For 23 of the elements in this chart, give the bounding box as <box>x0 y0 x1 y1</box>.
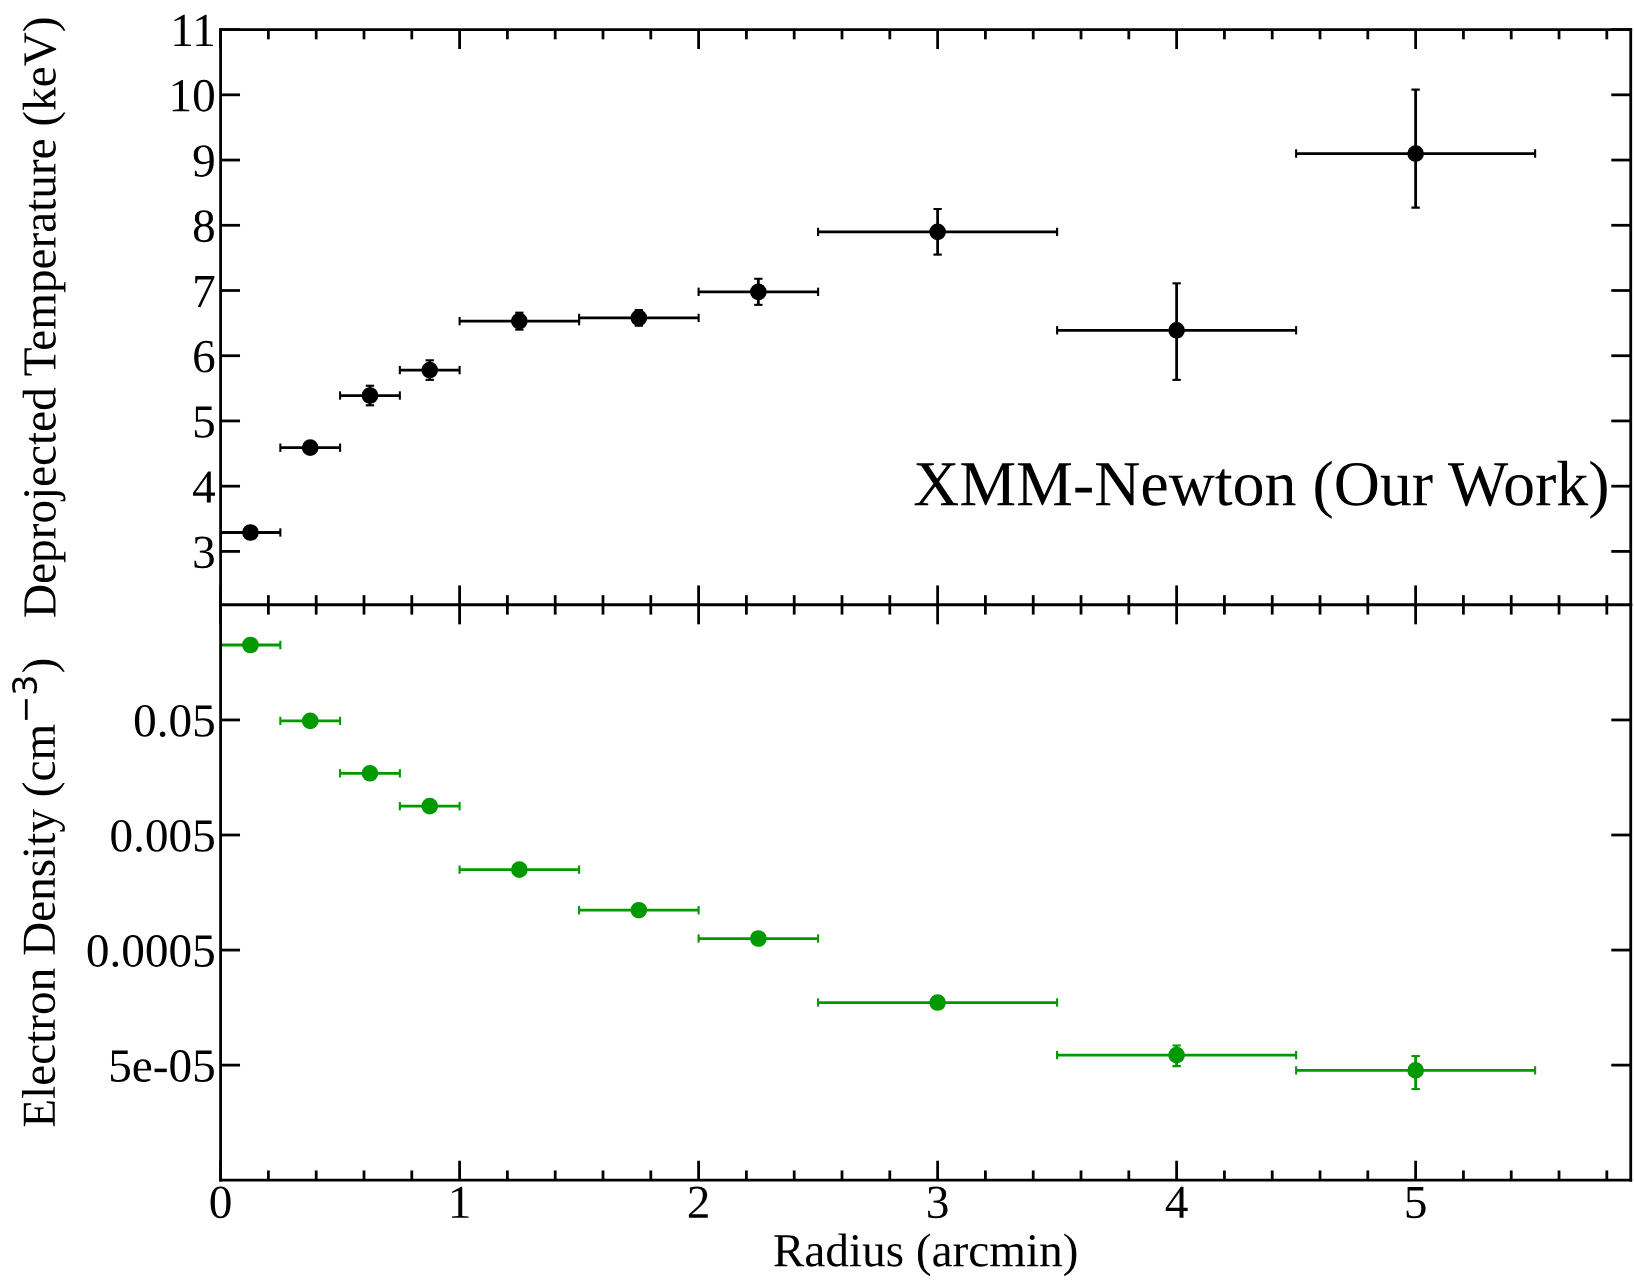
x-tick-label: 0 <box>210 1186 231 1219</box>
y-tick-label: 10 <box>172 79 214 112</box>
y-tick-label: 4 <box>193 471 215 503</box>
x-tick-label: 3 <box>928 1186 948 1219</box>
y-tick-label: 9 <box>193 145 214 177</box>
y-tick-label: 11 <box>174 14 213 46</box>
y-axis-title: Deprojected Temperature (keV) <box>22 18 66 617</box>
x-tick-label: 4 <box>1165 1186 1188 1218</box>
annotation: XMM-Newton (Our Work) <box>914 460 1607 519</box>
y-tick-label: 5e-05 <box>110 1050 214 1082</box>
x-tick-label: 5 <box>1406 1186 1426 1219</box>
y-tick-label: 0.0005 <box>87 935 214 968</box>
y-tick-label: 3 <box>194 536 214 569</box>
y-tick-label: 0.05 <box>134 704 214 737</box>
y-tick-label: 5 <box>194 406 214 438</box>
y-axis-title: Electron Density (cm$^{−3}$) <box>12 659 65 1127</box>
x-tick-label: 1 <box>451 1186 469 1218</box>
y-tick-label: 8 <box>193 210 214 243</box>
x-tick-label: 2 <box>688 1186 708 1218</box>
y-tick-label: 7 <box>195 275 215 307</box>
y-tick-label: 0.005 <box>111 819 214 853</box>
y-tick-label: 6 <box>194 340 215 373</box>
x-axis-title: Radius (arcmin) <box>774 1233 1077 1277</box>
